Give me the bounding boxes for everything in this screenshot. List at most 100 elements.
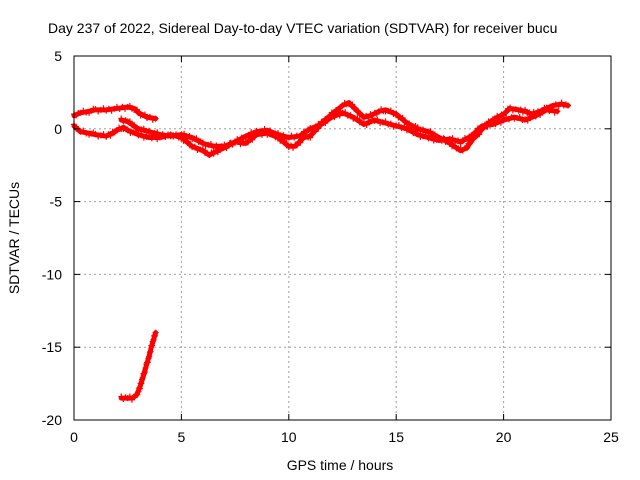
data-point — [283, 135, 290, 142]
data-point — [395, 122, 402, 129]
data-point — [472, 129, 479, 136]
data-point — [524, 117, 531, 124]
y-tick-label: -20 — [42, 412, 62, 428]
data-point — [250, 130, 257, 137]
y-axis-label: SDTVAR / TECUs — [6, 181, 22, 295]
x-tick-label: 15 — [388, 429, 404, 445]
data-point — [377, 120, 384, 127]
data-point — [428, 134, 435, 141]
data-point — [97, 132, 104, 139]
chart-title: Day 237 of 2022, Sidereal Day-to-day VTE… — [48, 20, 558, 36]
data-point — [134, 391, 141, 398]
data-point — [476, 131, 483, 138]
data-point — [135, 127, 142, 134]
data-point — [149, 342, 156, 349]
y-tick-label: -5 — [50, 194, 63, 210]
data-point — [312, 123, 319, 130]
data-point — [464, 144, 471, 151]
data-point — [135, 388, 142, 395]
data-point — [414, 124, 421, 131]
data-point — [138, 380, 145, 387]
x-tick-label: 10 — [281, 429, 297, 445]
y-tick-label: -15 — [42, 339, 62, 355]
data-point — [433, 136, 440, 143]
data-point — [164, 132, 171, 139]
data-point — [144, 114, 151, 121]
data-point — [139, 374, 146, 381]
data-point — [555, 103, 562, 110]
data-point — [107, 132, 114, 139]
data-point — [144, 359, 151, 366]
data-point — [401, 124, 408, 131]
data-point — [385, 121, 392, 128]
data-point — [138, 131, 145, 138]
data-point — [497, 119, 504, 126]
data-point — [152, 115, 159, 122]
data-point — [365, 114, 372, 121]
data-point — [347, 112, 354, 119]
data-point — [565, 102, 572, 109]
data-point — [331, 113, 338, 120]
data-point — [146, 353, 153, 360]
data-point — [248, 129, 255, 136]
data-point — [245, 131, 252, 138]
series-secondary-track — [118, 105, 561, 151]
data-point — [297, 139, 304, 146]
data-point — [191, 143, 198, 150]
x-axis-label: GPS time / hours — [286, 457, 394, 473]
data-point — [309, 126, 316, 133]
y-tick-label: 0 — [54, 121, 62, 137]
data-point — [334, 111, 341, 118]
data-point — [128, 396, 135, 403]
data-point — [417, 127, 424, 134]
data-point — [379, 119, 386, 126]
data-point — [431, 131, 438, 138]
data-point — [446, 135, 453, 142]
data-point — [293, 142, 300, 149]
data-point — [249, 136, 256, 143]
data-point — [193, 135, 200, 142]
data-point — [425, 135, 432, 142]
data-point — [152, 329, 159, 336]
data-point — [366, 119, 373, 126]
data-point — [390, 123, 397, 130]
data-point — [468, 139, 475, 146]
data-point — [324, 117, 331, 124]
data-point — [298, 131, 305, 138]
data-point — [470, 132, 477, 139]
data-point — [80, 127, 87, 134]
data-point — [420, 126, 427, 133]
data-point — [509, 107, 516, 114]
data-point — [131, 122, 138, 129]
data-point — [150, 336, 157, 343]
data-point — [430, 137, 437, 144]
data-point — [156, 132, 163, 139]
data-point — [363, 121, 370, 128]
x-tick-label: 20 — [496, 429, 512, 445]
data-point — [221, 141, 228, 148]
data-point — [349, 101, 356, 108]
data-point — [148, 131, 155, 138]
data-point — [399, 114, 406, 121]
data-point — [143, 133, 150, 140]
data-point — [178, 131, 185, 138]
data-point — [382, 118, 389, 125]
data-point — [226, 140, 233, 147]
data-point — [354, 107, 361, 114]
data-point — [183, 133, 190, 140]
x-tick-label: 25 — [603, 429, 619, 445]
data-point — [141, 369, 148, 376]
data-point — [290, 144, 297, 151]
data-point — [142, 365, 149, 372]
plot-border — [73, 55, 612, 421]
data-point — [237, 141, 244, 148]
data-point — [77, 128, 84, 135]
data-point — [387, 107, 394, 114]
data-point — [512, 106, 519, 113]
data-point — [181, 130, 188, 137]
data-point — [495, 118, 502, 125]
data-point — [427, 128, 434, 135]
data-point — [318, 122, 325, 129]
data-point — [126, 118, 133, 125]
data-point — [83, 130, 90, 137]
